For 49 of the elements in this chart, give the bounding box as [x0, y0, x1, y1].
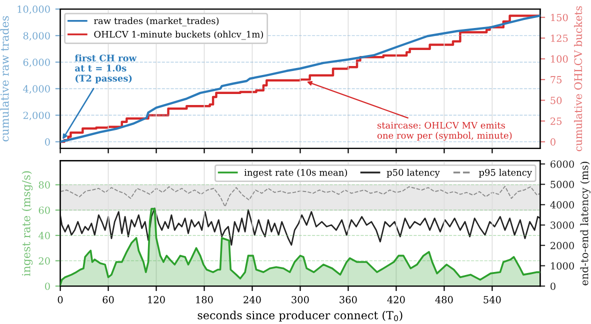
- x-tick-label: 360: [340, 296, 357, 304]
- x-tick-label: 0: [58, 296, 63, 304]
- x-tick-label: 240: [244, 296, 261, 304]
- legend-label: OHLCV 1-minute buckets (ohlcv_1m): [94, 30, 263, 40]
- y-tick-label: 4,000: [23, 85, 50, 94]
- y2-tick-label: 0: [550, 138, 556, 146]
- legend-label: p95 latency: [478, 168, 532, 178]
- annotation: staircase: OHLCV MV emits one row per (symbol, minute): [377, 122, 512, 141]
- y-tick-label: 80: [38, 181, 50, 189]
- line-series: [60, 14, 540, 143]
- y2-tick-label: 0: [550, 282, 556, 290]
- y-tick-label: 20: [38, 257, 50, 265]
- y2-tick-label: 2000: [550, 242, 574, 250]
- legend-label: ingest rate (10s mean): [244, 168, 347, 178]
- x-tick-label: 480: [435, 296, 453, 304]
- legend-label: p50 latency: [386, 168, 440, 178]
- y-tick-label: 10,000: [18, 6, 50, 14]
- y2-tick-label: 5000: [550, 180, 574, 188]
- x-tick-label: 420: [387, 296, 405, 304]
- y-axis-title: cumulative raw trades: [0, 16, 9, 142]
- y2-tick-label: 25: [550, 118, 562, 125]
- y2-tick-label: 50: [550, 96, 562, 104]
- x-tick-label: 120: [148, 296, 165, 304]
- y2-tick-label: 3000: [550, 222, 574, 229]
- y2-tick-label: 125: [551, 34, 568, 42]
- x-axis-title: seconds since producer connect (T$_{0}$): [198, 310, 402, 322]
- y-axis-title: ingest rate (msg/s): [22, 171, 33, 276]
- y-tick-label: 0: [45, 282, 50, 290]
- y2-tick-label: 6000: [550, 160, 574, 168]
- y2-axis-title: end-to-end latency (ms): [580, 162, 590, 286]
- y-tick-label: 60: [38, 206, 50, 214]
- y2-axis-title: cumulative OHLCV buckets: [574, 6, 582, 152]
- y-tick-label: 6,000: [23, 58, 50, 68]
- legend-label: raw trades (market_trades): [94, 17, 219, 26]
- y-tick-label: 8,000: [23, 32, 50, 41]
- x-tick-label: 300: [292, 296, 309, 304]
- y2-tick-label: 150: [551, 14, 568, 22]
- annotation: first CH row at t = 1.0s (T2 passes): [74, 54, 137, 84]
- y2-tick-label: 4000: [550, 201, 574, 209]
- y-tick-label: 0: [45, 138, 50, 146]
- x-tick-label: 540: [484, 296, 501, 304]
- y-tick-label: 2,000: [23, 112, 50, 120]
- y-tick-label: 40: [38, 232, 50, 240]
- x-tick-label: 180: [196, 296, 213, 304]
- line-series: [60, 208, 540, 246]
- x-tick-label: 60: [102, 296, 114, 304]
- y2-tick-label: 75: [550, 76, 562, 84]
- y2-tick-label: 100: [551, 55, 568, 63]
- y2-tick-label: 1000: [551, 262, 574, 270]
